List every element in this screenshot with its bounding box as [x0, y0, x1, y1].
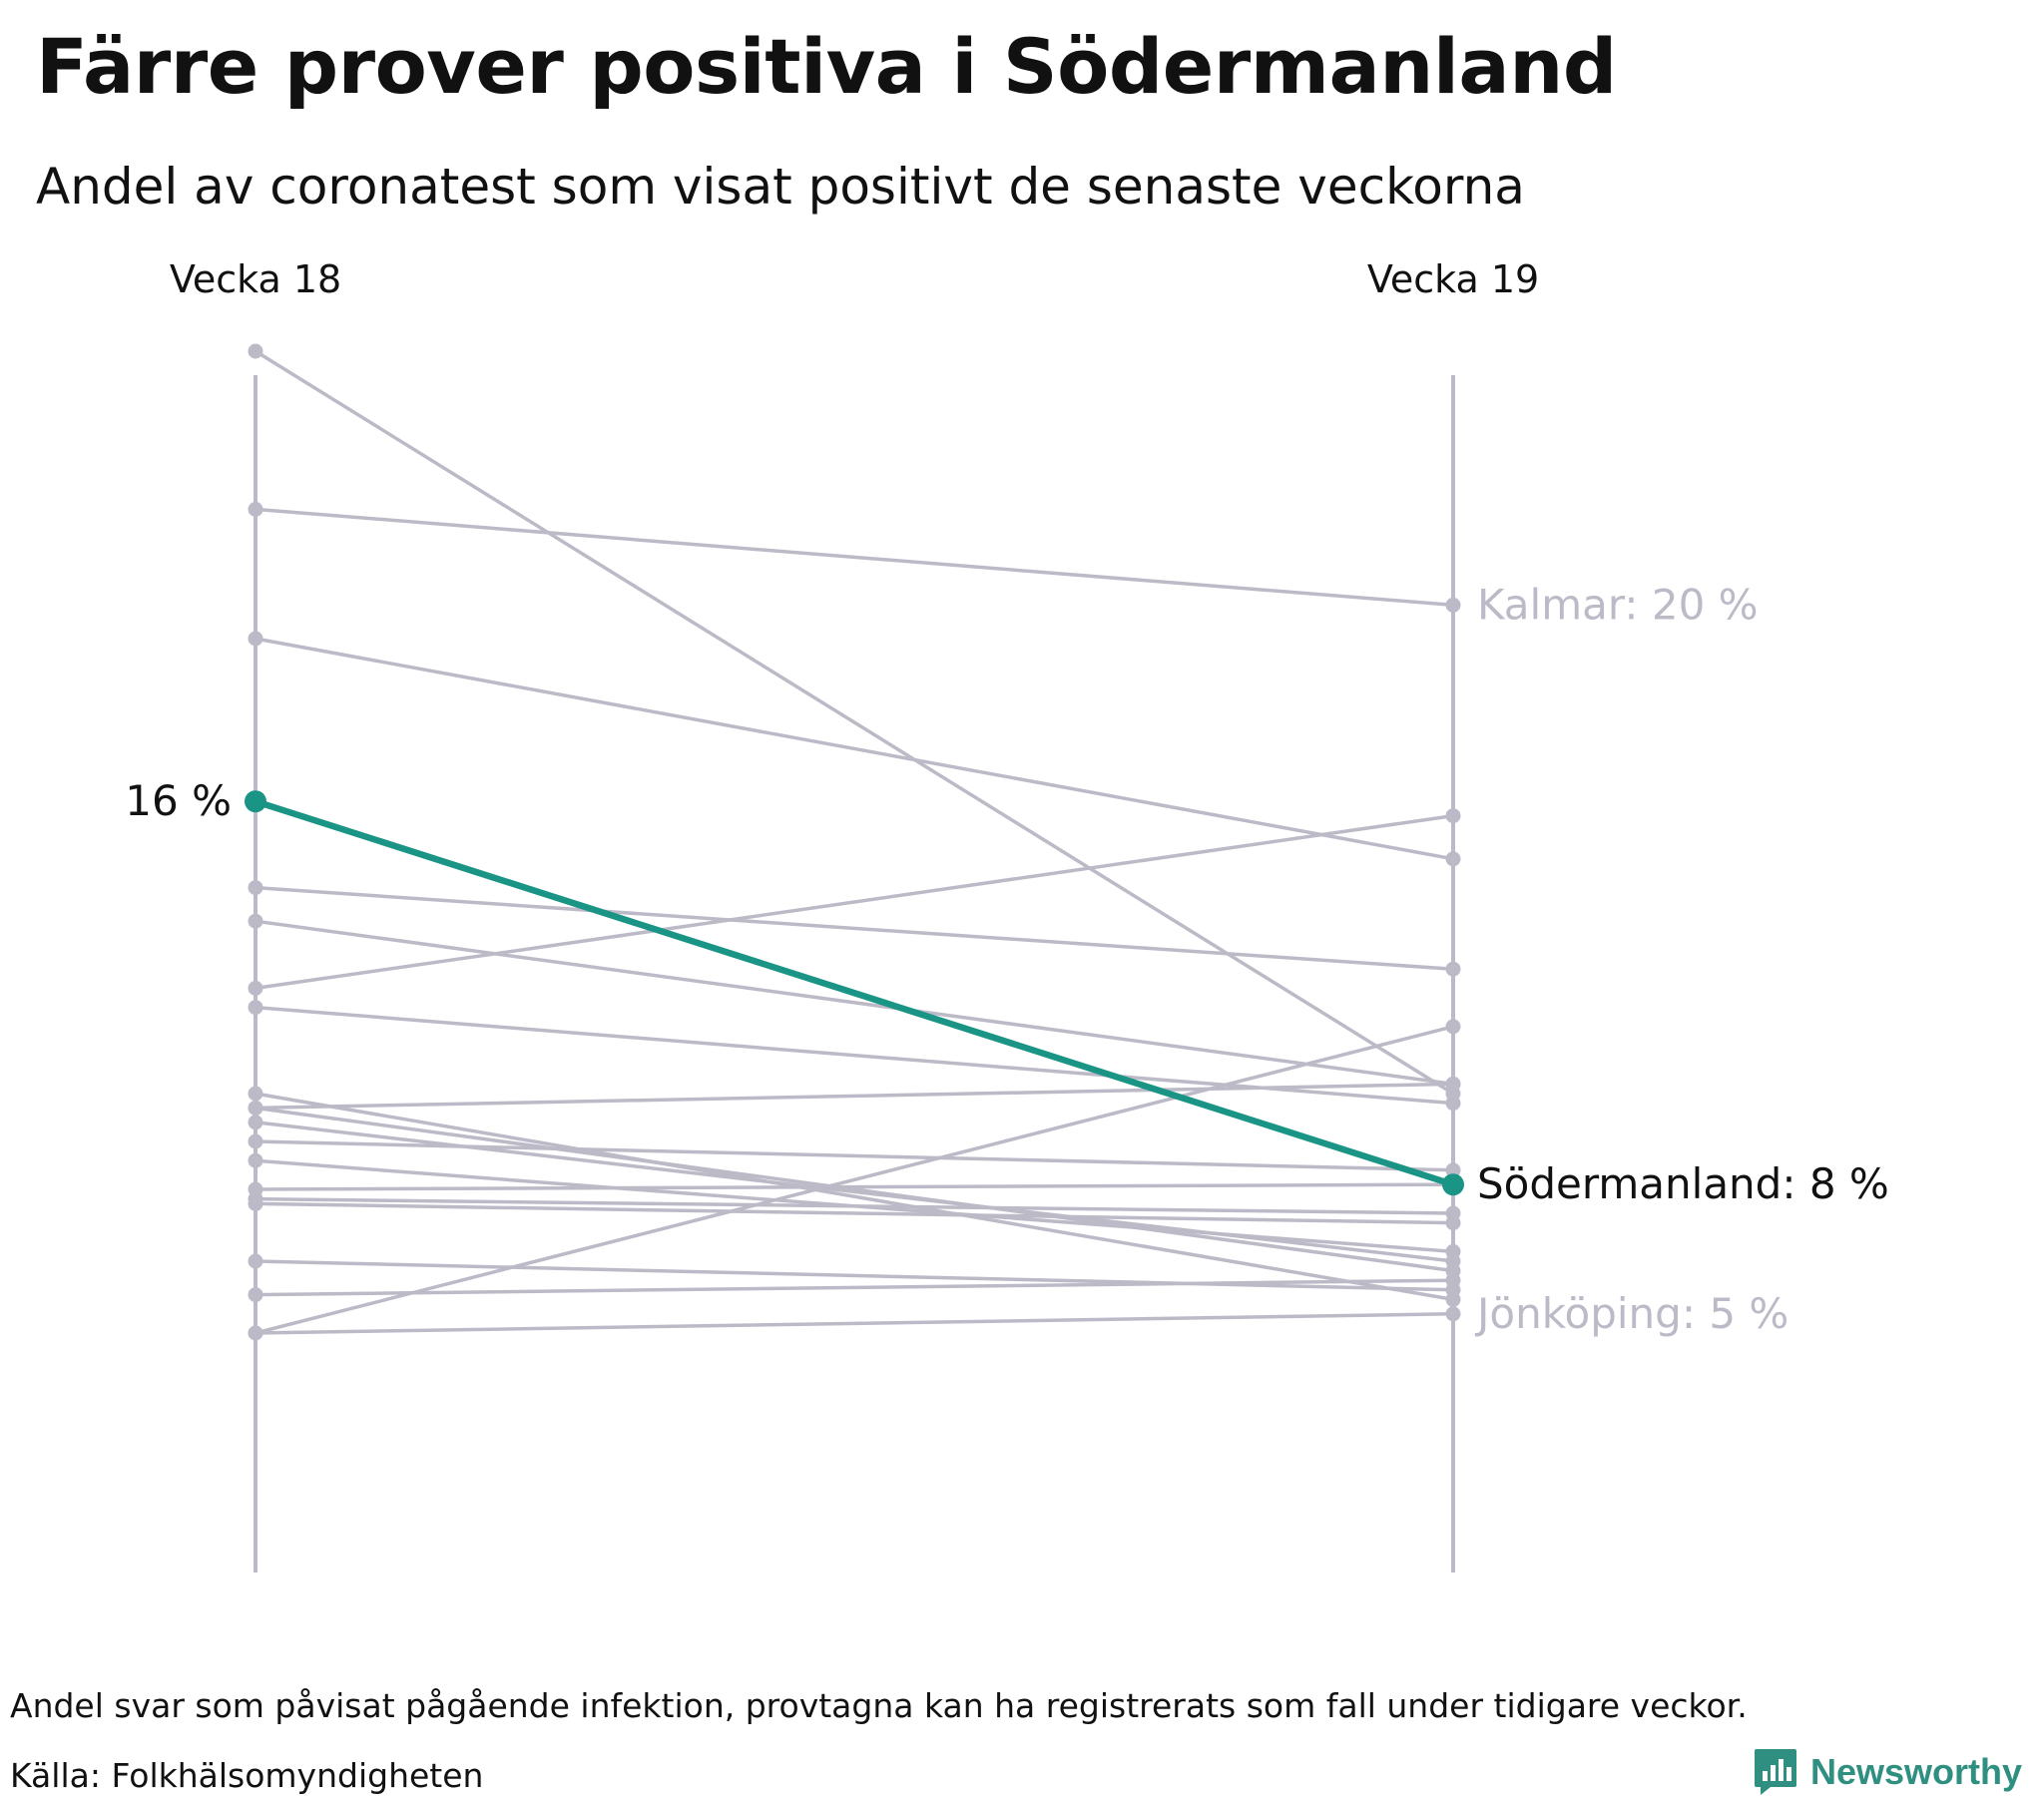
- other-series-group: [248, 343, 1461, 1341]
- highlight-series-group: [245, 790, 1464, 1196]
- series-14-line: [255, 1201, 1454, 1225]
- series-kalmar-line: [255, 507, 1454, 608]
- series-4-line: [255, 919, 1454, 1087]
- series-5-point-end: [1445, 808, 1461, 824]
- column-label-week-19: Vecka 19: [1366, 257, 1540, 301]
- series-6-point-start: [248, 1000, 263, 1016]
- series-16-point-start: [248, 1287, 263, 1303]
- series-7-line: [255, 1092, 1454, 1302]
- series-3-line: [255, 885, 1454, 971]
- series-jnkping-point-start: [248, 1325, 263, 1341]
- label-jnkping: Jönköping: 5 %: [1474, 1289, 1788, 1338]
- series-8-line: [255, 1082, 1454, 1111]
- series-10-point-start: [248, 1133, 263, 1149]
- series-jnkping-line: [255, 1312, 1454, 1335]
- series-3-point-start: [248, 880, 263, 896]
- series-kalmar-point-start: [248, 501, 263, 517]
- series-1-point-start: [248, 343, 263, 359]
- chart-title: Färre prover positiva i Södermanland: [36, 22, 1617, 111]
- series-16-line: [255, 1278, 1454, 1297]
- chart-subtitle: Andel av coronatest som visat positivt d…: [36, 158, 1525, 216]
- series-2-point-start: [248, 631, 263, 647]
- series-11-point-start: [248, 1152, 263, 1168]
- series-5-line: [255, 813, 1454, 991]
- series-18-point-end: [1445, 1263, 1461, 1279]
- series-9-line: [255, 1121, 1454, 1263]
- brand-logo[interactable]: Newsworthy: [1753, 1747, 2022, 1797]
- series-4-point-start: [248, 913, 263, 929]
- series-kalmar-point-end: [1445, 597, 1461, 613]
- series-10-line: [255, 1139, 1454, 1172]
- highlight-end-label: Södermanland: 8 %: [1477, 1159, 1889, 1208]
- highlight-start-label: 16 %: [125, 776, 232, 825]
- series-8-point-end: [1445, 1076, 1461, 1092]
- source-note: Källa: Folkhälsomyndigheten: [10, 1756, 484, 1795]
- brand-name: Newsworthy: [1810, 1751, 2023, 1792]
- series-11-point-end: [1445, 1243, 1461, 1259]
- series-10-point-end: [1445, 1162, 1461, 1178]
- series-9-point-start: [248, 1115, 263, 1130]
- label-kalmar: Kalmar: 20 %: [1477, 580, 1759, 629]
- series-15-line: [255, 1259, 1454, 1292]
- series-2-line: [255, 637, 1454, 861]
- series-3-point-end: [1445, 961, 1461, 977]
- series-jnkping-point-end: [1445, 1306, 1461, 1322]
- series-17-point-end: [1445, 1019, 1461, 1035]
- label-group: Kalmar: 20 % Jönköping: 5 % 16 % Södermanla…: [125, 580, 1889, 1337]
- series-highlight-line: [255, 798, 1454, 1188]
- series-7-point-start: [248, 1086, 263, 1102]
- series-14-point-end: [1445, 1215, 1461, 1231]
- series-highlight-point-start: [245, 790, 266, 813]
- series-18-line: [255, 1106, 1454, 1273]
- series-17-line: [255, 1025, 1454, 1335]
- series-15-point-start: [248, 1253, 263, 1269]
- series-12-line: [255, 1182, 1454, 1191]
- series-2-point-end: [1445, 851, 1461, 867]
- series-13-line: [255, 1196, 1454, 1215]
- series-1-line: [255, 349, 1454, 1096]
- series-5-point-start: [248, 980, 263, 996]
- column-label-week-18: Vecka 18: [169, 257, 342, 301]
- series-14-point-start: [248, 1195, 263, 1211]
- series-18-point-start: [248, 1100, 263, 1116]
- footnote: Andel svar som påvisat pågående infektio…: [10, 1686, 1748, 1725]
- series-6-point-end: [1445, 1096, 1461, 1112]
- slope-chart: Kalmar: 20 % Jönköping: 5 % 16 % Södermanla…: [125, 343, 1889, 1572]
- bar-chart-logo-icon: [1755, 1749, 1796, 1795]
- series-highlight-point-end: [1442, 1173, 1464, 1196]
